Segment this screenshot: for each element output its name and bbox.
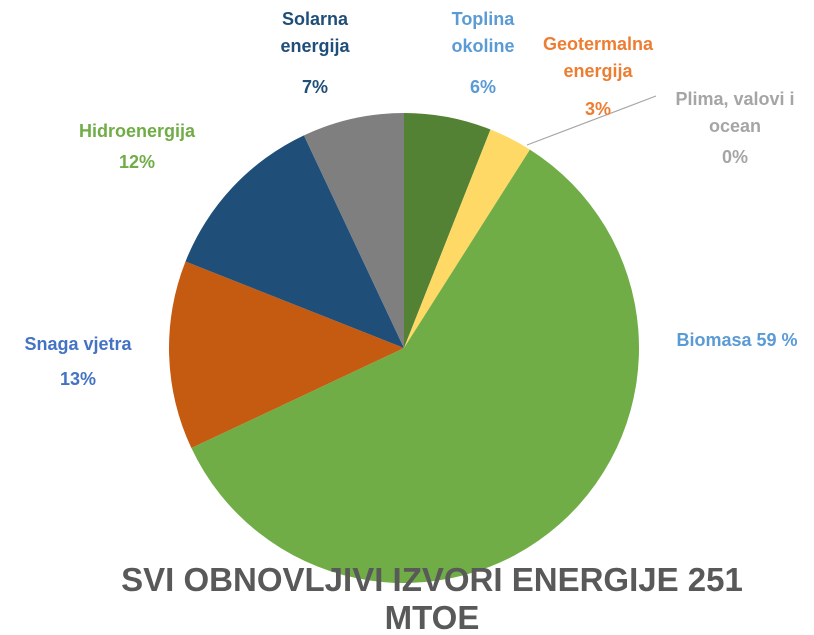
value-label: 6% (470, 77, 496, 97)
category-label: Geotermalna energija (543, 34, 654, 81)
pie-slice (185, 135, 404, 348)
pie-slice (404, 113, 491, 348)
pie-slice (404, 129, 530, 348)
pie-slice (169, 261, 404, 449)
category-label: Plima, valovi i ocean (675, 89, 794, 136)
value-label: 3% (585, 99, 611, 119)
data-labels: Toplina okoline 6% Geotermalna energija 3% Pli… (24, 9, 797, 389)
category-label: Toplina okoline (451, 9, 515, 56)
data-label: Biomasa 59 % (676, 330, 797, 350)
value-label: 13% (60, 369, 96, 389)
category-label: Hidroenergija (79, 121, 196, 141)
pie-slice (191, 149, 639, 583)
value-label: 0% (722, 147, 748, 167)
value-label: 59 % (757, 330, 798, 350)
category-label: Solarna energija (280, 9, 350, 56)
leader-line (526, 95, 657, 146)
category-label: Biomasa (676, 330, 756, 350)
category-label: Snaga vjetra (24, 334, 132, 354)
value-label: 7% (302, 77, 328, 97)
pie-slice (303, 113, 404, 348)
value-label: 12% (119, 152, 155, 172)
chart-title: SVI OBNOVLJIVI IZVORI ENERGIJE 251 MTOE (121, 561, 743, 635)
pie (169, 113, 639, 583)
